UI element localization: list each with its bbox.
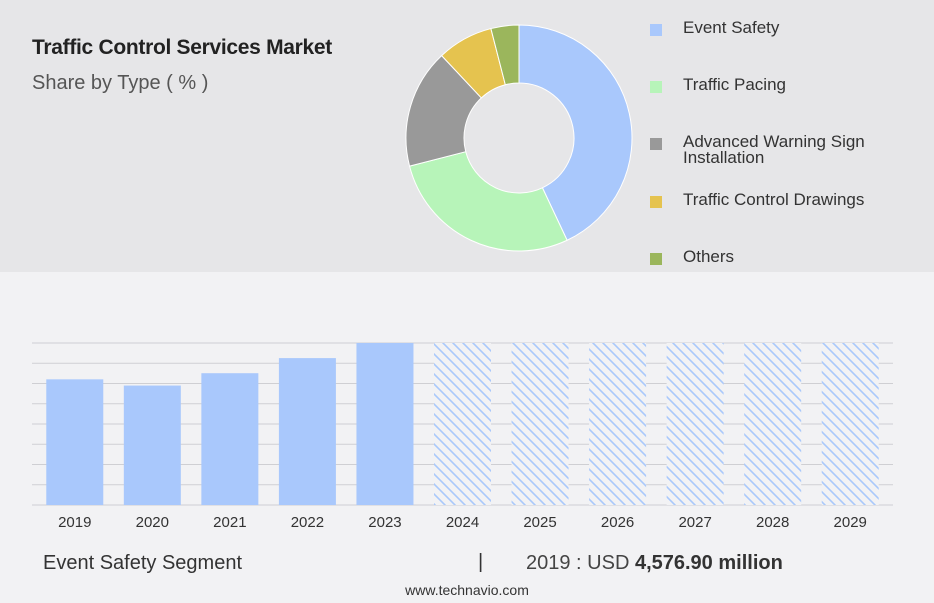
legend-swatch bbox=[650, 253, 662, 265]
bar bbox=[123, 385, 181, 505]
donut-chart bbox=[405, 24, 633, 252]
donut-legend: Event Safety Traffic Pacing Advanced Warni… bbox=[650, 0, 934, 272]
legend-label: Traffic Control Drawings bbox=[683, 190, 865, 209]
bar bbox=[278, 358, 336, 505]
source-credit: www.technavio.com bbox=[405, 582, 529, 598]
x-tick-label: 2024 bbox=[446, 514, 479, 531]
legend-label: Others bbox=[683, 247, 735, 266]
segment-label: Event Safety Segment bbox=[43, 552, 243, 574]
bar bbox=[356, 343, 414, 505]
bar bbox=[201, 373, 259, 505]
chart-title: Traffic Control Services Market bbox=[32, 36, 332, 59]
donut-slice-0 bbox=[518, 24, 633, 241]
legend-label: Traffic Pacing bbox=[683, 75, 786, 94]
legend-swatch bbox=[650, 196, 662, 208]
x-tick-label: 2020 bbox=[136, 514, 169, 531]
forecast-bar bbox=[744, 343, 802, 505]
donut-slice-4 bbox=[490, 24, 520, 86]
x-tick-label: 2019 bbox=[58, 514, 91, 531]
legend-item: Others bbox=[650, 247, 913, 266]
segment-amount: 4,576.90 million bbox=[634, 552, 783, 574]
x-tick-label: 2023 bbox=[368, 514, 401, 531]
forecast-bar bbox=[821, 343, 879, 505]
donut-slice-1 bbox=[408, 151, 568, 252]
forecast-bar bbox=[666, 343, 724, 505]
x-tick-label: 2029 bbox=[834, 514, 867, 531]
x-tick-label: 2025 bbox=[523, 514, 556, 531]
x-tick-label: 2027 bbox=[678, 514, 711, 531]
x-tick-label: 2026 bbox=[601, 514, 634, 531]
segment-year: 2019 : USD bbox=[526, 552, 630, 574]
legend-item: Advanced Warning Sign Installation bbox=[650, 132, 913, 167]
bar-chart: 2019 2020 2021 2022 2023 2024 2025 2026 2027 2028… bbox=[32, 342, 893, 531]
segment-value: 2019 : USD 4,576.90 million bbox=[526, 552, 783, 575]
legend-item: Traffic Pacing bbox=[650, 75, 913, 94]
x-tick-label: 2022 bbox=[291, 514, 324, 531]
legend-swatch bbox=[650, 24, 662, 36]
forecast-bar bbox=[589, 343, 647, 505]
legend-item: Event Safety bbox=[650, 18, 913, 37]
chart-subtitle: Share by Type ( % ) bbox=[32, 72, 209, 94]
forecast-bar bbox=[434, 343, 491, 505]
bar bbox=[46, 379, 104, 505]
legend-swatch bbox=[650, 138, 662, 150]
legend-item: Traffic Control Drawings bbox=[650, 190, 913, 209]
forecast-bar bbox=[511, 343, 569, 505]
legend-label: Advanced Warning Sign Installation bbox=[683, 132, 865, 167]
legend-swatch bbox=[650, 81, 662, 93]
footer-separator: | bbox=[478, 551, 484, 573]
x-tick-label: 2028 bbox=[756, 514, 789, 531]
x-tick-label: 2021 bbox=[213, 514, 246, 531]
legend-label: Event Safety bbox=[683, 18, 780, 37]
